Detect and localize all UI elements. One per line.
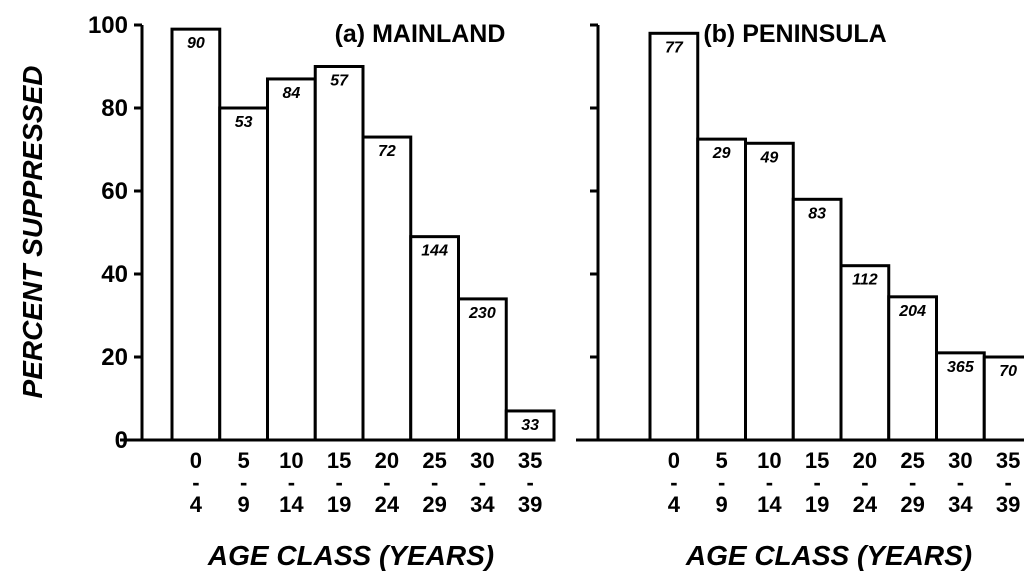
bar-annotation: 49 (759, 149, 778, 166)
y-tick-label: 80 (101, 95, 128, 122)
x-tick-label: 35 -39 (996, 448, 1020, 517)
bar-annotation: 77 (665, 39, 684, 56)
bar (744, 141, 795, 442)
bar (457, 297, 508, 442)
x-tick-label: 0 -4 (668, 448, 681, 517)
bar (887, 295, 938, 442)
bar (361, 135, 413, 442)
x-tick-label: 25 -29 (900, 448, 924, 517)
bar (982, 355, 1024, 442)
bar-annotation: 29 (712, 145, 731, 162)
x-tick-label: 15 -19 (327, 448, 351, 517)
bar-annotation: 83 (808, 205, 826, 222)
bar (839, 264, 891, 442)
bar (504, 409, 556, 442)
bar-annotation: 230 (468, 305, 496, 322)
x-tick-label: 25 -29 (422, 448, 446, 517)
x-tick-label: 10 -14 (279, 448, 304, 517)
bar (791, 197, 843, 442)
bar-annotation: 112 (852, 272, 878, 289)
bar-annotation: 90 (187, 35, 205, 52)
x-axis-label: AGE CLASS (YEARS) (685, 540, 972, 571)
chart-title: (b) PENINSULA (703, 20, 886, 48)
y-tick-label: 20 (101, 344, 128, 371)
bar (696, 137, 747, 442)
bar (218, 106, 269, 442)
y-axis-label: PERCENT SUPPRESSED (17, 66, 48, 399)
bar-annotation: 33 (521, 417, 539, 434)
y-tick-label: 100 (88, 12, 128, 39)
x-axis-label: AGE CLASS (YEARS) (207, 540, 494, 571)
bar-annotation: 204 (898, 303, 926, 320)
x-tick-label: 30 -34 (948, 448, 973, 517)
x-tick-label: 10 -14 (757, 448, 782, 517)
bar (648, 31, 700, 442)
x-tick-label: 5 -9 (716, 448, 728, 517)
x-tick-label: 0 -4 (190, 448, 203, 517)
x-tick-label: 35 -39 (518, 448, 542, 517)
chart-title: (a) MAINLAND (335, 20, 506, 48)
bar-annotation: 70 (999, 363, 1017, 380)
x-tick-label: 30 -34 (470, 448, 495, 517)
bar (409, 235, 460, 442)
bar (266, 77, 317, 442)
bar-annotation: 57 (330, 73, 349, 90)
bar-annotation: 84 (282, 85, 300, 102)
y-tick-label: 0 (115, 427, 128, 454)
y-tick-label: 40 (101, 261, 128, 288)
x-tick-label: 20 -24 (375, 448, 400, 517)
bar-annotation: 53 (235, 114, 253, 131)
bar-annotation: 144 (421, 243, 448, 260)
x-tick-label: 20 -24 (853, 448, 878, 517)
bar-annotation: 365 (947, 359, 975, 376)
bar (313, 65, 365, 442)
bar-annotation: 72 (378, 143, 396, 160)
x-tick-label: 15 -19 (805, 448, 829, 517)
x-tick-label: 5 -9 (238, 448, 250, 517)
bar (170, 27, 222, 442)
y-tick-label: 60 (101, 178, 128, 205)
